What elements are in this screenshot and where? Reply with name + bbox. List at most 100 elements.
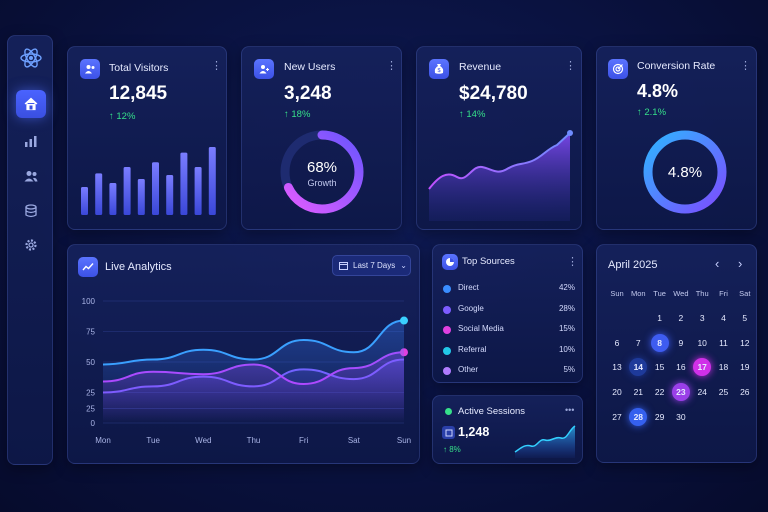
calendar-day[interactable]: 29 bbox=[654, 411, 665, 422]
calendar-day[interactable]: 3 bbox=[699, 313, 705, 323]
calendar-day[interactable]: 27 bbox=[612, 411, 622, 422]
x-tick-label: Tue bbox=[146, 436, 160, 445]
y-tick-label: 0 bbox=[91, 419, 96, 428]
more-icon[interactable]: ⋮ bbox=[565, 60, 576, 72]
y-tick-label: 100 bbox=[82, 297, 96, 306]
calendar-day[interactable]: 2 bbox=[678, 313, 684, 323]
source-value: 15% bbox=[558, 324, 575, 333]
calendar-day[interactable]: 13 bbox=[612, 362, 622, 373]
calendar-day[interactable]: 11 bbox=[719, 337, 728, 348]
calendar-day[interactable]: 10 bbox=[697, 337, 707, 348]
card-title: Total Visitors bbox=[109, 62, 169, 74]
visitors-bar bbox=[194, 167, 202, 215]
source-row[interactable]: Social Media 15% bbox=[443, 323, 575, 337]
calendar-day[interactable]: 8 bbox=[650, 333, 669, 352]
ring-percent: 68% bbox=[307, 159, 337, 176]
sidebar-item-database[interactable] bbox=[16, 197, 46, 225]
money-bag-icon: $ bbox=[429, 59, 449, 79]
y-tick-label: 25 bbox=[86, 404, 95, 413]
users-icon bbox=[24, 171, 38, 182]
ring-value: 4.8% bbox=[668, 164, 702, 181]
visitors-bar bbox=[152, 162, 159, 215]
calendar-day[interactable]: 28 bbox=[629, 407, 648, 426]
source-color-dot bbox=[443, 305, 451, 314]
calendar-day[interactable]: 25 bbox=[718, 387, 729, 398]
calendar-day[interactable]: 9 bbox=[678, 337, 684, 348]
calendar-day[interactable]: 7 bbox=[635, 337, 641, 348]
series-end-point bbox=[400, 316, 408, 325]
calendar-day[interactable]: 20 bbox=[612, 387, 622, 398]
calendar-day[interactable]: 6 bbox=[614, 337, 620, 348]
source-value: 10% bbox=[558, 344, 575, 354]
calendar-day[interactable]: 22 bbox=[654, 387, 665, 398]
x-tick-label: Mon bbox=[95, 436, 111, 445]
calendar-day[interactable]: 26 bbox=[740, 387, 750, 398]
ring-label: Growth bbox=[307, 178, 336, 188]
calendar-day[interactable]: 4 bbox=[721, 313, 726, 323]
calendar-day[interactable]: 15 bbox=[654, 362, 665, 373]
y-tick-label: 75 bbox=[86, 328, 95, 337]
series-line bbox=[102, 319, 405, 366]
stat-delta: ↑ 14% bbox=[459, 109, 486, 120]
stat-value: 4.8% bbox=[637, 81, 679, 101]
source-label: Direct bbox=[458, 283, 479, 292]
sidebar-item-settings[interactable] bbox=[16, 231, 46, 259]
calendar-day[interactable]: 16 bbox=[676, 362, 686, 373]
visitors-bar bbox=[123, 167, 131, 215]
calendar-day[interactable]: 30 bbox=[676, 411, 686, 422]
calendar-day[interactable]: 19 bbox=[740, 362, 750, 373]
stat-value: 3,248 bbox=[284, 83, 332, 104]
more-icon[interactable]: ⋮ bbox=[211, 60, 222, 72]
source-row[interactable]: Other 5% bbox=[443, 364, 575, 378]
new-users-card: New Users ⋮ 3,248 ↑ 18% 68% Growth bbox=[241, 46, 402, 230]
more-icon[interactable]: ⋮ bbox=[567, 256, 578, 268]
date-range-dropdown[interactable]: Last 7 Days ⌄ bbox=[332, 255, 411, 276]
weekday-label: Sat bbox=[739, 289, 751, 298]
calendar-day[interactable]: 17 bbox=[693, 358, 712, 377]
conversion-ring: 4.8% bbox=[643, 130, 727, 214]
weekday-label: Fri bbox=[719, 289, 728, 298]
card-title: Live Analytics bbox=[105, 261, 172, 273]
x-tick-label: Wed bbox=[195, 436, 211, 445]
stat-value: $24,780 bbox=[459, 83, 528, 104]
sidebar-item-users[interactable] bbox=[16, 162, 46, 190]
bar-chart-icon bbox=[25, 136, 37, 147]
calendar-day[interactable]: 14 bbox=[629, 358, 648, 377]
source-row[interactable]: Direct 42% bbox=[443, 282, 575, 296]
growth-ring: 68% Growth bbox=[280, 130, 364, 214]
sidebar-item-analytics[interactable] bbox=[16, 127, 46, 155]
card-title: Active Sessions bbox=[458, 406, 526, 417]
sidebar bbox=[7, 35, 53, 465]
calendar-card: April 2025 ‹ › Sun Mon Tue Wed Thu Fri Sat 1 2 3 4… bbox=[596, 244, 757, 463]
more-icon[interactable]: ⋮ bbox=[740, 60, 751, 72]
calendar-day[interactable]: 5 bbox=[742, 313, 748, 323]
stat-delta: ↑ 12% bbox=[109, 111, 136, 122]
sidebar-item-home[interactable] bbox=[16, 90, 46, 118]
calendar-day[interactable]: 1 bbox=[657, 313, 662, 323]
source-row[interactable]: Google 28% bbox=[443, 303, 575, 317]
visitors-bar bbox=[166, 175, 174, 215]
stat-value: 1,248 bbox=[458, 425, 490, 439]
source-color-dot bbox=[443, 367, 451, 375]
calendar-day[interactable]: 23 bbox=[671, 383, 690, 402]
more-icon[interactable]: ••• bbox=[565, 405, 575, 415]
react-logo-icon[interactable] bbox=[19, 46, 43, 75]
source-label: Other bbox=[458, 365, 479, 374]
y-tick-label: 25 bbox=[86, 389, 95, 398]
date-range-label: Last 7 Days bbox=[353, 261, 396, 270]
series-area bbox=[103, 320, 404, 423]
revenue-card: $ Revenue ⋮ $24,780 ↑ 14% bbox=[416, 46, 582, 230]
stat-delta: ↑ 2.1% bbox=[637, 107, 667, 118]
calendar-day[interactable]: 12 bbox=[740, 337, 750, 348]
calendar-day[interactable]: 24 bbox=[697, 387, 707, 398]
calendar-day[interactable]: 21 bbox=[633, 387, 644, 398]
x-tick-label: Thu bbox=[247, 436, 261, 445]
source-color-dot bbox=[443, 346, 451, 355]
chevron-right-icon[interactable]: › bbox=[738, 256, 743, 271]
calendar-month: April 2025 bbox=[608, 259, 658, 271]
source-row[interactable]: Referral 10% bbox=[443, 344, 575, 358]
chevron-left-icon[interactable]: ‹ bbox=[715, 256, 720, 271]
calendar-day[interactable]: 18 bbox=[718, 362, 729, 373]
source-value: 42% bbox=[558, 283, 575, 292]
more-icon[interactable]: ⋮ bbox=[386, 60, 397, 72]
